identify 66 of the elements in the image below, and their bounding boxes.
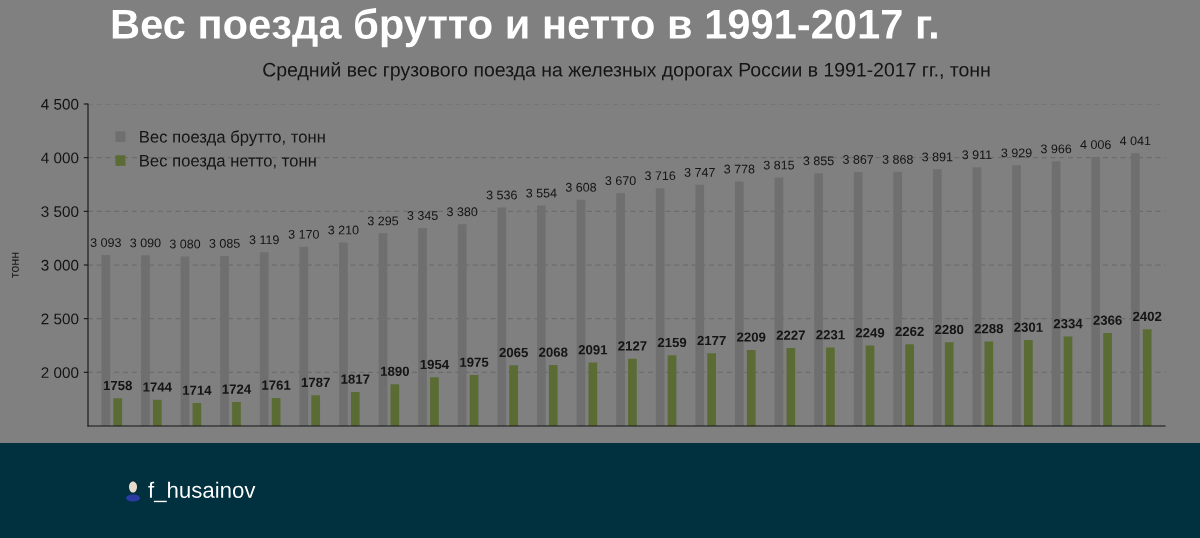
y-axis-title: тонн <box>11 252 19 278</box>
data-label: 2334 <box>1053 318 1083 329</box>
data-label: 3 911 <box>962 150 992 160</box>
data-label: 3 080 <box>169 239 201 249</box>
data-label: 1758 <box>103 380 132 391</box>
data-label: 3 778 <box>724 164 755 174</box>
data-label: 2231 <box>816 330 845 340</box>
data-label: 3 295 <box>367 216 399 226</box>
data-label: 4 041 <box>1119 136 1151 146</box>
data-label: 2227 <box>776 330 805 340</box>
chart-title: Вес поезда брутто и нетто в 1991-2017 г. <box>112 8 937 48</box>
data-label: 3 868 <box>882 154 913 164</box>
data-label: 1744 <box>143 382 172 392</box>
data-label: 3 608 <box>565 182 597 192</box>
data-label: 3 855 <box>803 156 834 166</box>
chart-subtitle: Средний вес грузового поезда на железных дорогах России в 1991-2017 гг., тонн <box>263 62 990 81</box>
data-label: 2249 <box>855 328 885 338</box>
data-label: 3 929 <box>1001 148 1032 158</box>
data-label: 1954 <box>420 359 450 370</box>
data-label: 3 891 <box>922 152 953 162</box>
data-label: 4 006 <box>1080 140 1111 149</box>
data-label: 3 815 <box>763 160 795 170</box>
data-label: 1787 <box>301 377 330 388</box>
data-label: 2288 <box>974 323 1004 334</box>
data-label: 1714 <box>183 385 212 395</box>
y-tick-label: 4 000 <box>41 152 79 164</box>
data-label: 3 380 <box>447 207 478 217</box>
y-tick-label: 2 000 <box>41 367 79 379</box>
data-label: 2366 <box>1093 315 1122 325</box>
data-label: 3 536 <box>486 190 517 200</box>
data-label: 1724 <box>222 384 252 394</box>
data-label: 2127 <box>618 341 647 351</box>
data-label: 2091 <box>578 345 608 355</box>
data-label: 1890 <box>381 366 409 376</box>
y-tick-label: 4 500 <box>41 98 79 110</box>
data-label: 3 090 <box>130 238 161 248</box>
data-label: 2301 <box>1014 322 1043 332</box>
legend-label: Вес поезда нетто, тонн <box>140 154 316 170</box>
y-tick-label: 2 500 <box>41 313 79 325</box>
data-label: 2068 <box>539 347 568 357</box>
data-label: 3 093 <box>90 238 121 247</box>
data-label: 1761 <box>262 380 291 390</box>
text: f_husainov <box>148 481 256 503</box>
data-label: 3 966 <box>1040 144 1072 154</box>
data-label: 2209 <box>737 332 766 342</box>
y-tick-label: 3 000 <box>41 259 79 271</box>
data-label: 3 716 <box>644 171 676 181</box>
data-label: 2262 <box>895 326 924 337</box>
data-label: 2402 <box>1132 311 1162 322</box>
y-tick-label: 3 500 <box>41 206 79 218</box>
data-label: 2177 <box>697 335 726 346</box>
data-label: 3 119 <box>249 235 279 245</box>
data-label: 1975 <box>460 357 489 367</box>
data-label: 3 345 <box>407 211 438 220</box>
data-label: 3 085 <box>209 239 240 248</box>
data-label: 2065 <box>499 347 528 358</box>
data-label: 1817 <box>341 374 370 384</box>
legend-label: Вес поезда брутто, тонн <box>140 130 325 147</box>
data-label: 3 210 <box>328 225 359 235</box>
data-label: 2280 <box>934 324 964 335</box>
data-label: 3 554 <box>526 188 557 198</box>
data-label: 3 670 <box>605 176 636 186</box>
data-label: 2159 <box>657 337 687 348</box>
data-label: 3 747 <box>684 167 715 177</box>
data-label: 3 867 <box>842 155 874 164</box>
data-label: 3 170 <box>288 229 319 239</box>
